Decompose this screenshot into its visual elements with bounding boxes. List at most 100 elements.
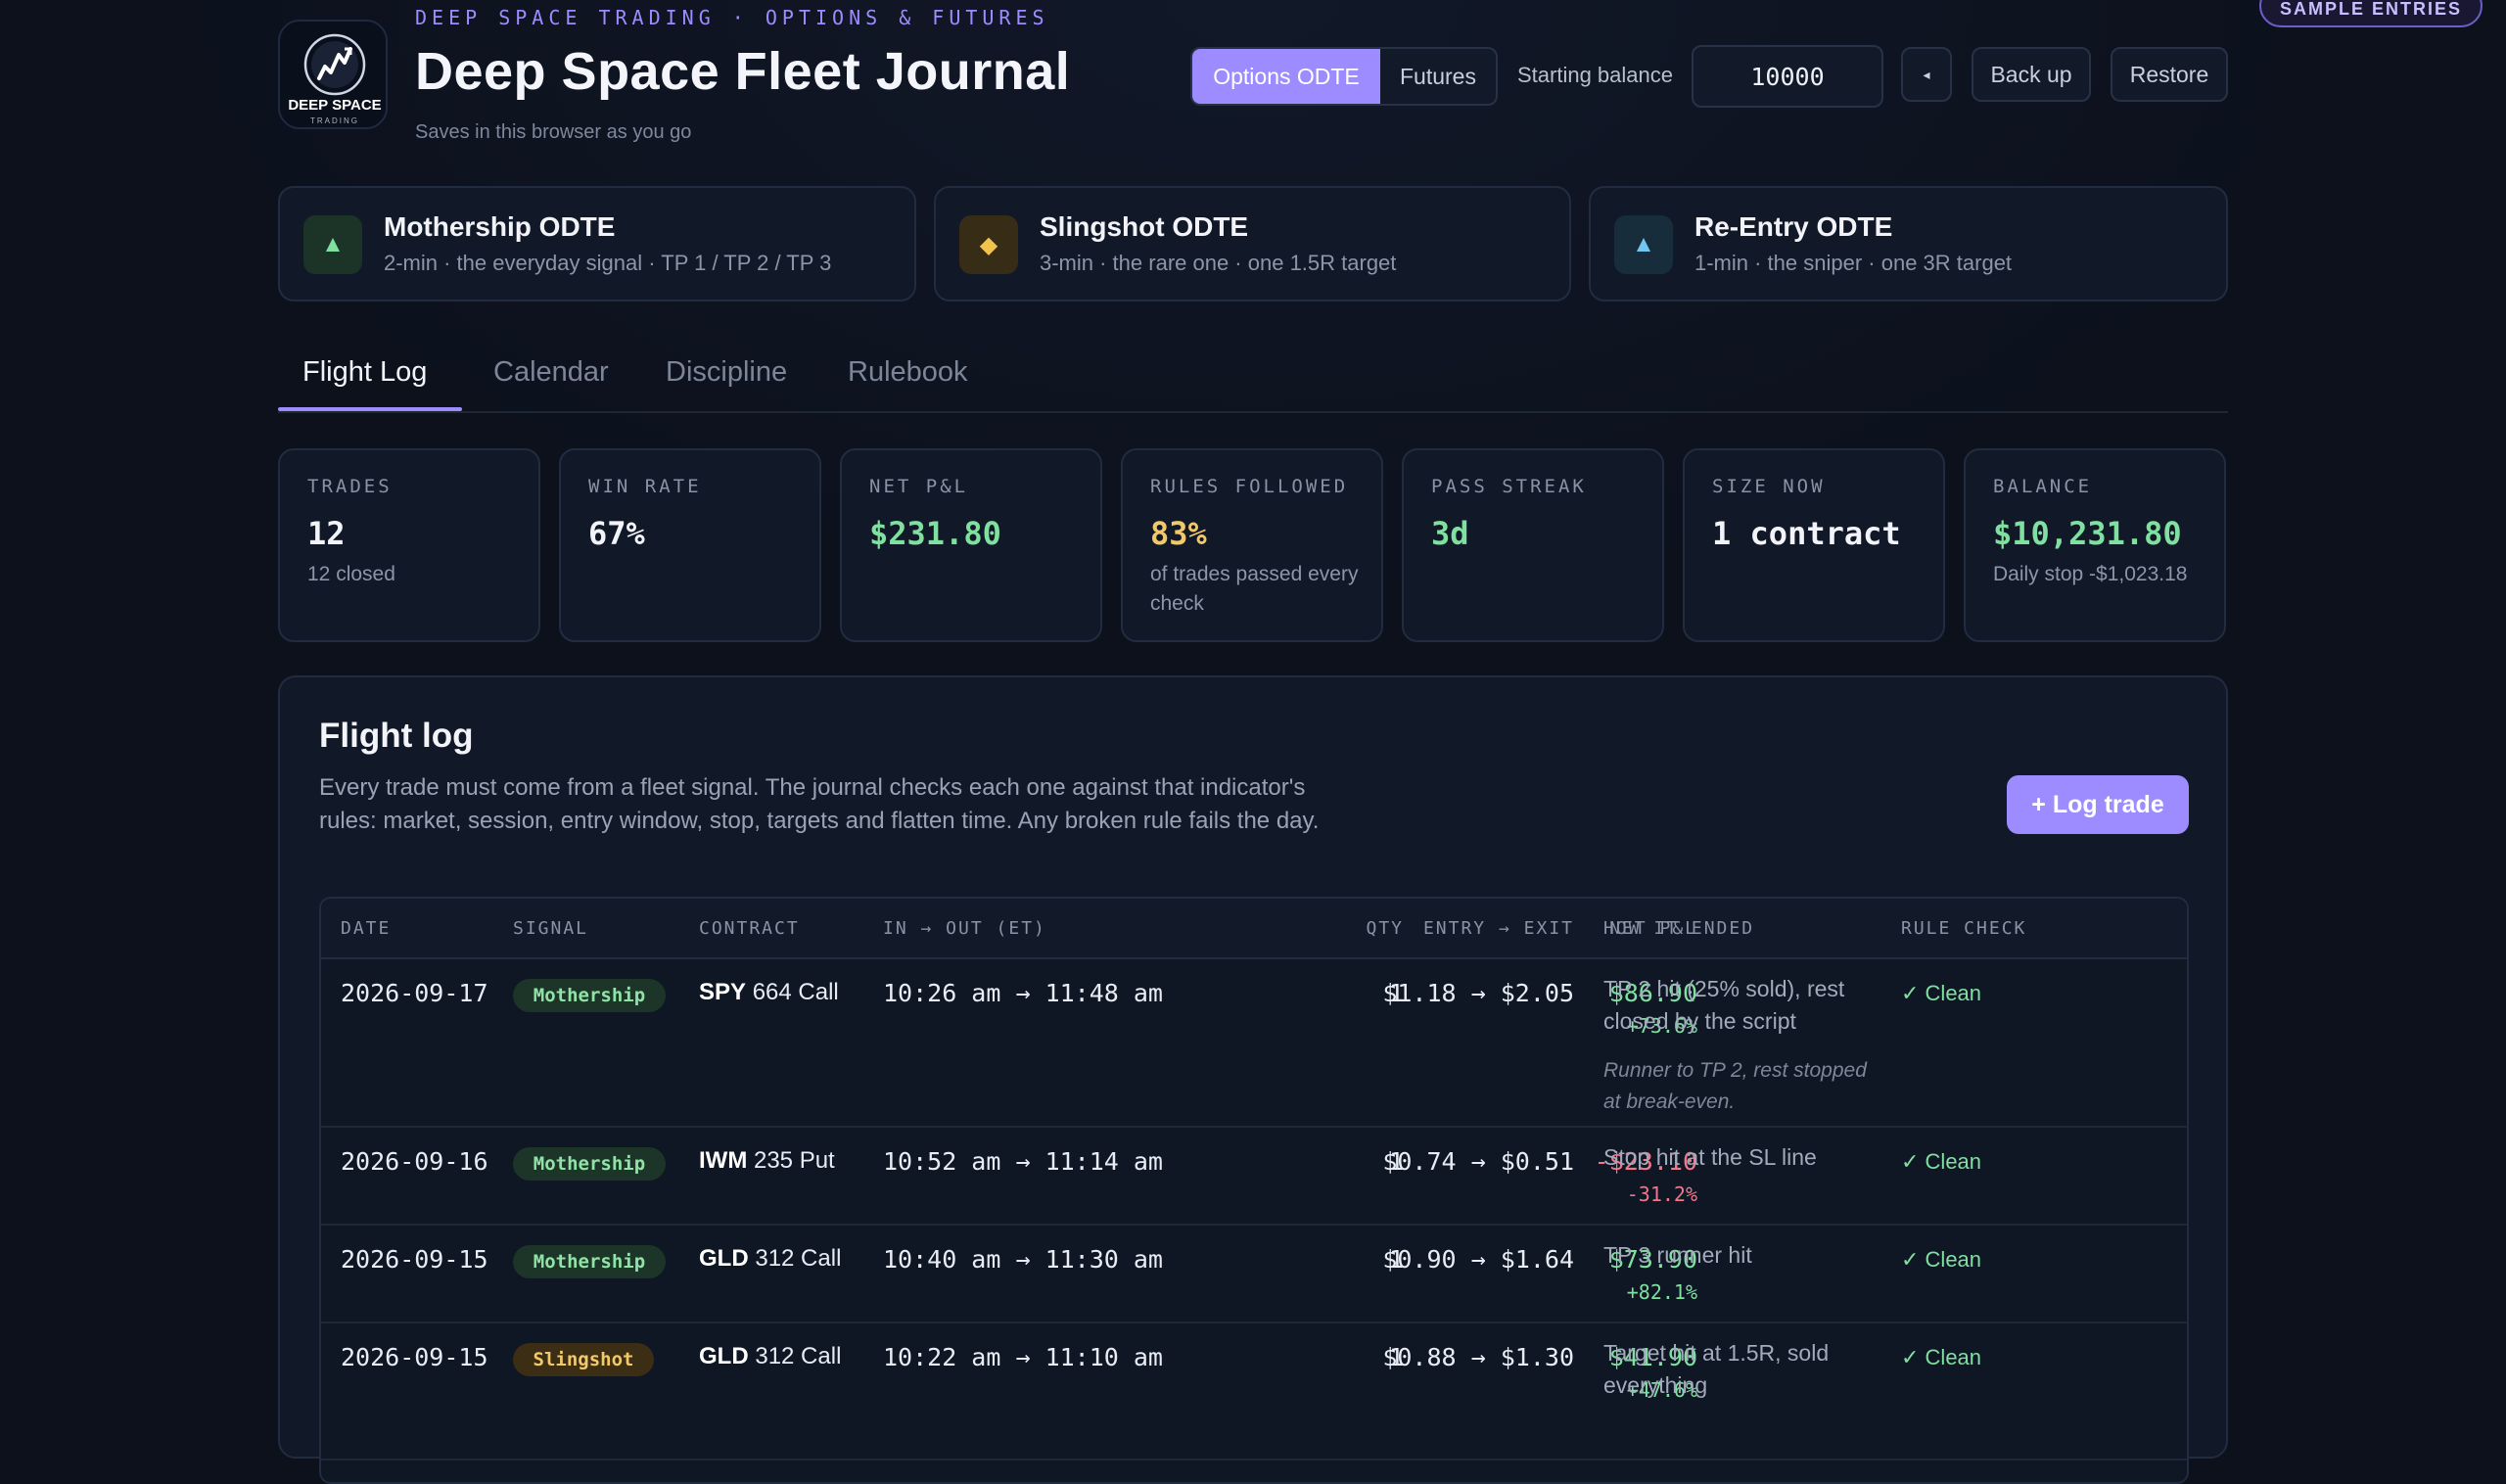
mode-options-odte-button[interactable]: Options ODTE — [1192, 49, 1380, 104]
contract-strike: 312 Call — [755, 1245, 842, 1272]
trade-contract: GLD 312 Call — [699, 1343, 841, 1370]
page-title: Deep Space Fleet Journal — [415, 42, 1071, 101]
outcome-text: Target hit at 1.5R, sold everything — [1603, 1340, 1830, 1398]
rule-check-status: ✓ Clean — [1901, 1149, 1982, 1174]
stat-value: 3d — [1431, 515, 1469, 552]
stat-subtext: Daily stop -$1,023.18 — [1993, 563, 2188, 585]
outcome-text: TP 3 runner hit — [1603, 1242, 1752, 1268]
column-header-6[interactable]: ENTRY → EXIT — [1422, 918, 1574, 939]
pnl-percent: +47.6% — [1626, 1378, 1697, 1402]
column-header-9[interactable]: RULE CHECK — [1901, 918, 2027, 939]
tab-calendar[interactable]: Calendar — [493, 356, 609, 388]
stat-subtext: 12 closed — [307, 563, 395, 585]
trade-time: 10:26 am → 11:48 am — [883, 979, 1163, 1007]
signal-badge: Mothership — [513, 979, 666, 1012]
sample-entries-badge: SAMPLE ENTRIES — [2259, 0, 2483, 27]
stat-label: BALANCE — [1993, 476, 2093, 497]
collapse-button[interactable]: ◂ — [1901, 47, 1952, 102]
tab-rulebook[interactable]: Rulebook — [848, 356, 968, 388]
save-status: Saves in this browser as you go — [415, 121, 692, 143]
column-header-8[interactable]: HOW IT ENDED — [1603, 918, 1755, 939]
stat-value: 67% — [588, 515, 645, 552]
stat-label: SIZE NOW — [1712, 476, 1826, 497]
contract-ticker: GLD — [699, 1343, 749, 1369]
signal-title: Mothership ODTE — [384, 211, 616, 242]
contract-ticker: SPY — [699, 979, 747, 1005]
contract-strike: 312 Call — [755, 1343, 842, 1369]
log-trade-button[interactable]: + Log trade — [2007, 775, 2189, 834]
mode-toggle: Options ODTE Futures — [1190, 47, 1498, 106]
signal-badge: Mothership — [513, 1147, 666, 1181]
column-header-1[interactable]: DATE — [341, 918, 392, 939]
stat-card-size-now: SIZE NOW 1 contract — [1683, 448, 1945, 642]
flight-log-description: Every trade must come from a fleet signa… — [319, 774, 1320, 834]
signal-card-re-entry: ▲ Re-Entry ODTE 1-min · the sniper · one 3… — [1589, 186, 2228, 301]
chevron-left-icon: ◂ — [1923, 66, 1930, 82]
table-row[interactable]: 2026-09-17 Mothership SPY 664 Call 10:26 am… — [321, 959, 2187, 1128]
stat-label: PASS STREAK — [1431, 476, 1587, 497]
column-header-4[interactable]: IN → OUT (ET) — [883, 918, 1046, 939]
table-row[interactable]: 2026-09-15 Slingshot GLD 312 Call 10:22 am … — [321, 1323, 2187, 1461]
stat-value: $10,231.80 — [1993, 515, 2182, 552]
tab-discipline[interactable]: Discipline — [666, 356, 788, 388]
contract-ticker: GLD — [699, 1245, 749, 1272]
stat-card-trades: TRADES 12 12 closed — [278, 448, 540, 642]
net-pnl: $41.90 — [1608, 1343, 1697, 1371]
entry-exit-prices: $1.18 → $2.05 — [1382, 979, 1574, 1007]
pnl-percent: +73.6% — [1626, 1014, 1697, 1038]
tab-bar: Flight Log Calendar Discipline Rulebook — [278, 343, 2228, 413]
trade-qty: 1 — [1388, 979, 1404, 1007]
stat-card-balance: BALANCE $10,231.80 Daily stop -$1,023.18 — [1964, 448, 2226, 642]
starting-balance-label: Starting balance — [1517, 63, 1673, 87]
signal-badge: Slingshot — [513, 1343, 654, 1376]
restore-button[interactable]: Restore — [2111, 47, 2228, 102]
triangle-up-icon: ▲ — [303, 215, 362, 274]
starting-balance-input[interactable] — [1692, 45, 1883, 108]
signal-card-mothership: ▲ Mothership ODTE 2-min · the everyday sig… — [278, 186, 916, 301]
trade-table: DATE SIGNAL CONTRACT IN → OUT (ET) QTY ENTRY … — [319, 897, 2189, 1484]
logo-sub-text: TRADING — [310, 116, 359, 125]
signal-description: 1-min · the sniper · one 3R target — [1694, 251, 2013, 275]
rule-check-status: ✓ Clean — [1901, 981, 1982, 1005]
stat-label: RULES FOLLOWED — [1150, 476, 1349, 497]
signal-badge: Mothership — [513, 1245, 666, 1278]
eyebrow: DEEP SPACE TRADING · OPTIONS & FUTURES — [415, 6, 1049, 29]
stat-label: WIN RATE — [588, 476, 702, 497]
trade-qty: 1 — [1388, 1343, 1404, 1371]
active-tab-indicator — [278, 407, 462, 411]
flight-log-title: Flight log — [319, 717, 474, 755]
contract-ticker: IWM — [699, 1147, 748, 1174]
stat-subtext: of trades passed every check — [1150, 563, 1359, 615]
stat-value: $231.80 — [869, 515, 1001, 552]
net-pnl: $73.90 — [1608, 1245, 1697, 1274]
pnl-percent: -31.2% — [1626, 1183, 1697, 1206]
pnl-percent: +82.1% — [1626, 1280, 1697, 1304]
outcome-text: TP 2 hit (25% sold), rest closed by the … — [1603, 976, 1845, 1034]
outcome-text: Stop hit at the SL line — [1603, 1144, 1817, 1170]
stat-value: 83% — [1150, 515, 1207, 552]
signal-description: 2-min · the everyday signal · TP 1 / TP … — [384, 251, 832, 275]
column-header-2[interactable]: SIGNAL — [513, 918, 589, 939]
column-header-3[interactable]: CONTRACT — [699, 918, 800, 939]
stat-card-win-rate: WIN RATE 67% — [559, 448, 821, 642]
table-header: DATE SIGNAL CONTRACT IN → OUT (ET) QTY ENTRY … — [321, 899, 2187, 959]
logo-emblem-icon: DEEP SPACE TRADING — [288, 33, 382, 125]
trade-qty: 1 — [1388, 1147, 1404, 1176]
tab-flight-log[interactable]: Flight Log — [302, 356, 428, 388]
triangle-up-icon: ▲ — [1614, 215, 1673, 274]
entry-exit-prices: $0.74 → $0.51 — [1382, 1147, 1574, 1176]
stat-card-rules-followed: RULES FOLLOWED 83% of trades passed every … — [1121, 448, 1383, 642]
table-row[interactable]: 2026-09-15 Mothership GLD 312 Call 10:40 am… — [321, 1226, 2187, 1323]
net-pnl: $86.90 — [1608, 979, 1697, 1007]
trade-time: 10:52 am → 11:14 am — [883, 1147, 1163, 1176]
stat-label: TRADES — [307, 476, 393, 497]
column-header-5[interactable]: QTY — [1366, 918, 1404, 939]
mode-futures-button[interactable]: Futures — [1400, 63, 1476, 89]
contract-strike: 664 Call — [752, 979, 839, 1005]
trade-date: 2026-09-15 — [341, 1245, 488, 1274]
back-up-button[interactable]: Back up — [1972, 47, 2091, 102]
table-row[interactable]: 2026-09-16 Mothership IWM 235 Put 10:52 am … — [321, 1128, 2187, 1226]
column-header-7[interactable]: NET P&L — [1609, 918, 1697, 939]
trade-time: 10:40 am → 11:30 am — [883, 1245, 1163, 1274]
entry-exit-prices: $0.88 → $1.30 — [1382, 1343, 1574, 1371]
